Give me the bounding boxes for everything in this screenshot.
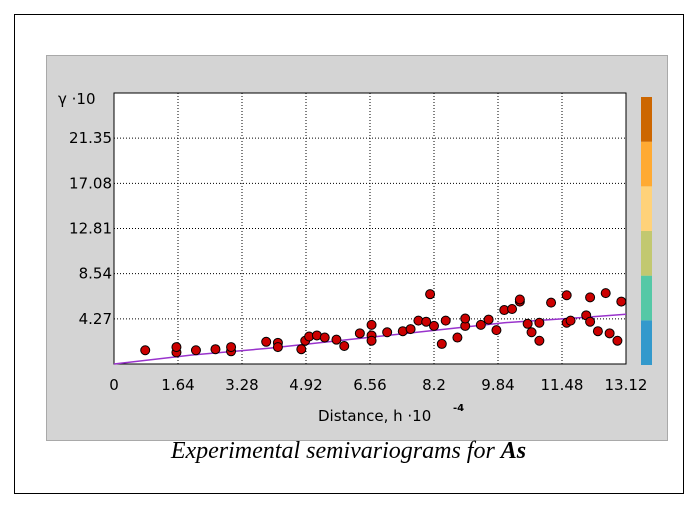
x-axis-label: Distance, h ·10: [318, 407, 431, 425]
data-point: [585, 292, 596, 303]
data-point: [565, 315, 576, 326]
data-point: [460, 313, 471, 324]
data-point: [190, 345, 201, 356]
data-point: [140, 345, 151, 356]
data-point: [210, 344, 221, 355]
data-point: [226, 342, 237, 353]
x-tick-label: 3.28: [225, 376, 258, 394]
x-tick-label: 9.84: [481, 376, 514, 394]
caption-element: As: [500, 438, 527, 464]
data-point: [319, 332, 330, 343]
x-tick-label: 4.92: [289, 376, 322, 394]
data-point: [600, 288, 611, 299]
data-point: [475, 319, 486, 330]
colorbar-segment: [641, 320, 652, 365]
data-point: [339, 341, 350, 352]
y-tick-label: 17.08: [69, 174, 112, 192]
data-point: [272, 342, 283, 353]
data-point: [604, 328, 615, 339]
data-point: [534, 335, 545, 346]
data-point: [514, 294, 525, 305]
data-point: [452, 332, 463, 343]
x-tick-label: 8.2: [422, 376, 446, 394]
y-tick-label: 12.81: [69, 220, 112, 238]
data-point: [366, 335, 377, 346]
data-point: [382, 327, 393, 338]
x-axis-exponent: -4: [453, 403, 464, 414]
x-tick-label: 11.48: [541, 376, 584, 394]
data-point: [507, 303, 518, 314]
data-point: [296, 344, 307, 355]
data-point: [522, 318, 533, 329]
x-tick-label: 1.64: [161, 376, 194, 394]
y-tick-label: 8.54: [79, 265, 112, 283]
data-point: [526, 327, 537, 338]
data-point: [546, 297, 557, 308]
figure-caption: Experimental semivariograms for As: [0, 438, 697, 465]
data-point: [440, 315, 451, 326]
data-point: [171, 342, 182, 353]
colorbar-segment: [641, 141, 652, 187]
colorbar-segment: [641, 275, 652, 321]
x-tick-label: 13.12: [605, 376, 648, 394]
data-point: [436, 338, 447, 349]
data-point: [405, 324, 416, 335]
y-tick-label: 4.27: [79, 310, 112, 328]
data-point: [561, 290, 572, 301]
colorbar-segment: [641, 186, 652, 231]
colorbar-segment: [641, 231, 652, 276]
data-point: [612, 335, 623, 346]
data-point: [366, 319, 377, 330]
data-point: [425, 289, 436, 300]
data-point: [261, 336, 272, 347]
data-point: [491, 325, 502, 336]
data-point: [592, 326, 603, 337]
data-point: [585, 316, 596, 327]
data-point: [421, 316, 432, 327]
data-point: [354, 328, 365, 339]
data-point: [534, 317, 545, 328]
y-axis-label: γ ·10: [58, 90, 96, 108]
x-tick-label: 0: [109, 376, 119, 394]
data-point: [483, 314, 494, 325]
y-tick-label: 21.35: [69, 129, 112, 147]
data-point: [331, 334, 342, 345]
caption-text: Experimental semivariograms for: [170, 438, 501, 464]
data-point: [616, 296, 627, 307]
colorbar-segment: [641, 97, 652, 142]
data-point: [429, 320, 439, 331]
x-tick-label: 6.56: [353, 376, 386, 394]
